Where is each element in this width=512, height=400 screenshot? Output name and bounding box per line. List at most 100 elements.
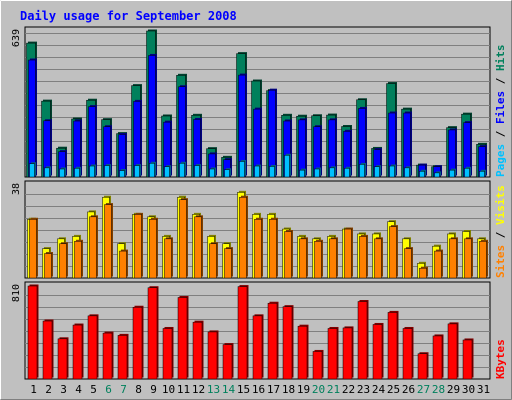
sites-bar-9 [149, 217, 158, 279]
chart-title: Daily usage for September 2008 [20, 9, 237, 23]
sites-bar-4 [74, 239, 83, 279]
x-label-17: 17 [267, 383, 280, 396]
x-label-1: 1 [30, 383, 37, 396]
pages-bar-23 [359, 162, 366, 178]
files-bar-19 [298, 118, 307, 178]
sites-bar-1 [29, 217, 38, 279]
right-label-part-4: Hits [494, 45, 507, 72]
right-label-part-0: Pages [494, 144, 507, 177]
sites-bar-26 [404, 247, 413, 279]
pages-bar-16 [254, 164, 261, 178]
sites-bar-17 [269, 217, 278, 279]
x-label-30: 30 [462, 383, 475, 396]
pages-bar-11 [179, 161, 186, 178]
files-bar-9 [148, 53, 157, 178]
pages-bar-19 [299, 168, 306, 178]
files-bar-17 [268, 88, 277, 178]
kbytes-bar-1 [27, 284, 39, 380]
x-label-4: 4 [75, 383, 82, 396]
pages-bar-22 [344, 166, 351, 178]
right-label-part-3: / [494, 71, 507, 91]
right-label-part-0: KBytes [494, 339, 507, 379]
kbytes-bar-30 [462, 338, 474, 380]
kbytes-bar-24 [372, 322, 384, 380]
bars-kbytes [27, 284, 474, 380]
pages-bar-31 [479, 169, 486, 178]
x-label-24: 24 [372, 383, 386, 396]
x-label-18: 18 [282, 383, 295, 396]
kbytes-bar-13 [207, 330, 219, 380]
x-label-28: 28 [432, 383, 445, 396]
sites-bar-15 [239, 195, 248, 279]
files-bar-1 [28, 58, 37, 178]
sites-bar-23 [359, 234, 368, 279]
pages-bar-6 [104, 164, 111, 178]
x-label-12: 12 [192, 383, 205, 396]
x-label-15: 15 [237, 383, 250, 396]
kbytes-bar-26 [402, 326, 414, 380]
sites-bar-8 [134, 212, 143, 279]
sites-bar-14 [224, 247, 233, 279]
x-label-22: 22 [342, 383, 355, 396]
x-label-6: 6 [105, 383, 112, 396]
x-label-2: 2 [45, 383, 52, 396]
pages-bar-28 [434, 171, 441, 178]
pages-bar-15 [239, 159, 246, 178]
pages-bar-3 [59, 167, 66, 178]
right-label-part-1: / [494, 124, 507, 144]
sites-bar-21 [329, 237, 338, 279]
sites-bar-12 [194, 215, 203, 279]
sites-bar-18 [284, 230, 293, 279]
right-label-part-1: / [494, 225, 507, 245]
ymax-label-hits: 639 [11, 29, 22, 47]
sites-bar-28 [434, 249, 443, 279]
kbytes-bar-14 [222, 343, 234, 380]
kbytes-bar-17 [267, 301, 279, 380]
sites-bar-11 [179, 198, 188, 279]
x-label-5: 5 [90, 383, 97, 396]
x-label-13: 13 [207, 383, 220, 396]
sites-bar-24 [374, 237, 383, 279]
sites-bar-20 [314, 239, 323, 279]
kbytes-bar-15 [237, 285, 249, 380]
x-label-20: 20 [312, 383, 325, 396]
x-label-29: 29 [447, 383, 460, 396]
pages-bar-14 [224, 168, 231, 178]
x-label-27: 27 [417, 383, 430, 396]
x-label-9: 9 [150, 383, 157, 396]
sites-bar-10 [164, 237, 173, 279]
x-label-3: 3 [60, 383, 67, 396]
kbytes-bar-10 [162, 326, 174, 380]
sites-bar-29 [449, 237, 458, 279]
pages-bar-12 [194, 164, 201, 178]
x-label-19: 19 [297, 383, 310, 396]
right-label-visits: Sites / Visits [494, 185, 507, 278]
sites-bar-25 [389, 225, 398, 279]
x-label-11: 11 [177, 383, 190, 396]
kbytes-bar-3 [57, 337, 69, 380]
kbytes-bar-29 [447, 322, 459, 380]
kbytes-bar-11 [177, 295, 189, 380]
pages-bar-7 [119, 169, 126, 178]
pages-bar-27 [419, 169, 426, 178]
panel-hits: 639 Pages / Files / Hits [11, 26, 507, 178]
sites-bar-16 [254, 217, 263, 279]
pages-bar-25 [389, 164, 396, 178]
bars-hits [26, 29, 487, 178]
kbytes-bar-5 [87, 314, 99, 380]
kbytes-bar-25 [387, 310, 399, 380]
x-label-26: 26 [402, 383, 415, 396]
pages-bar-18 [284, 153, 291, 178]
ymax-label-kbytes: 810 [11, 284, 22, 302]
kbytes-bar-4 [72, 323, 84, 380]
x-label-25: 25 [387, 383, 400, 396]
x-label-10: 10 [162, 383, 175, 396]
kbytes-bar-20 [312, 349, 324, 380]
kbytes-bar-28 [432, 334, 444, 380]
pages-bar-20 [314, 167, 321, 178]
kbytes-bar-22 [342, 326, 354, 380]
x-label-21: 21 [327, 383, 340, 396]
sites-bar-31 [479, 239, 488, 279]
pages-bar-8 [134, 164, 141, 178]
bars-visits [27, 190, 488, 279]
